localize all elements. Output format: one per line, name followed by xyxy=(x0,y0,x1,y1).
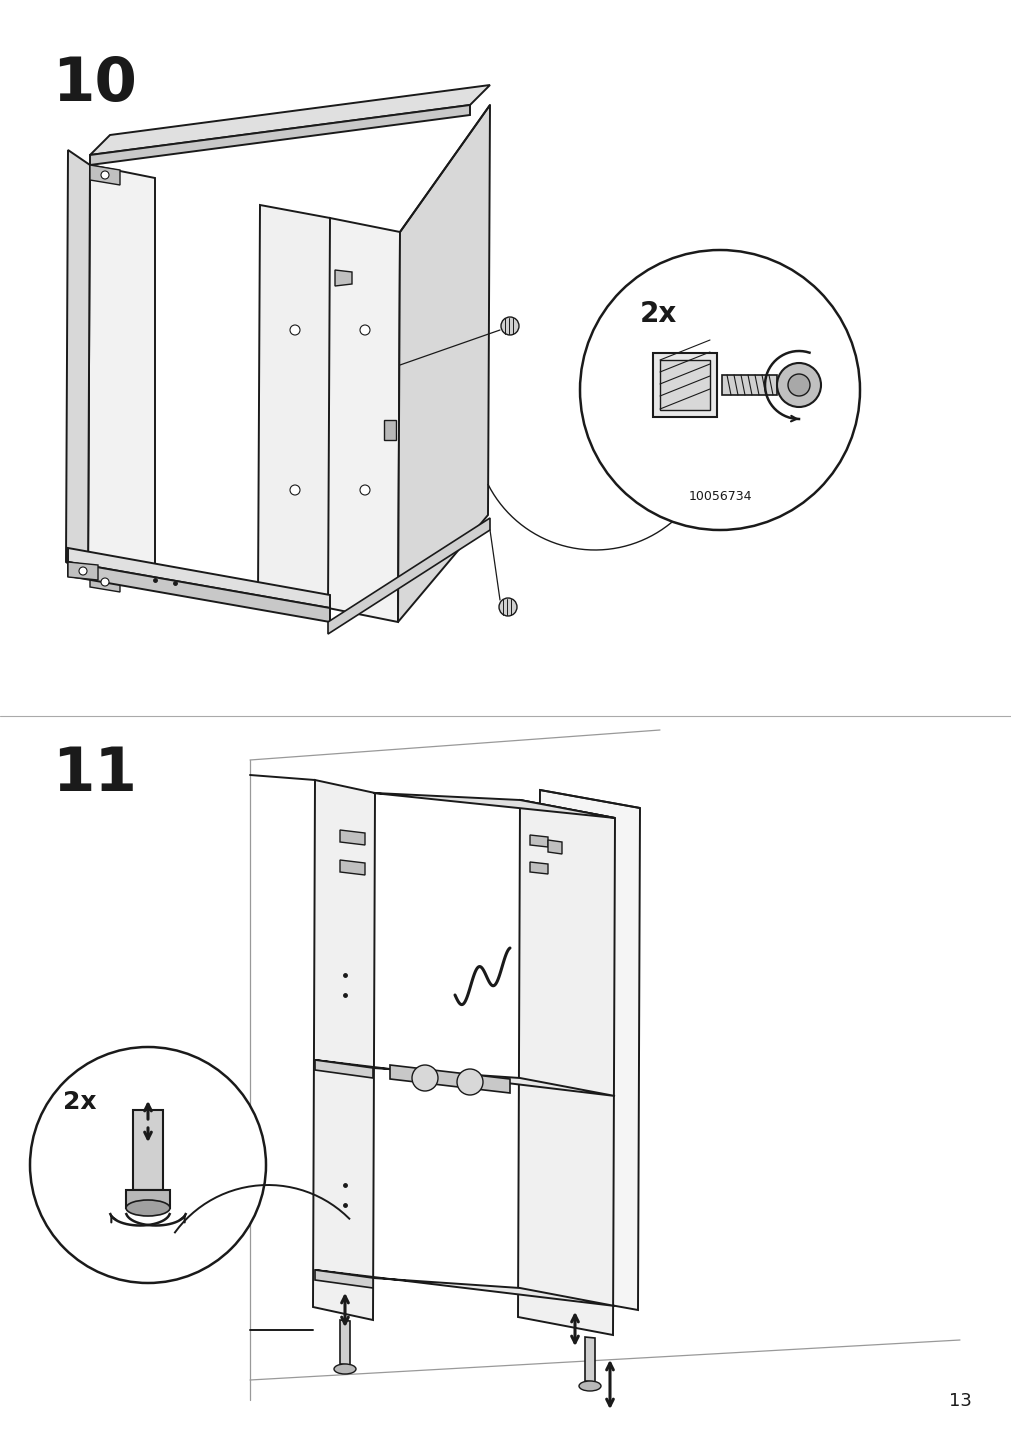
Ellipse shape xyxy=(578,1380,601,1390)
Polygon shape xyxy=(68,561,98,580)
Polygon shape xyxy=(540,790,639,808)
Ellipse shape xyxy=(334,1365,356,1373)
Polygon shape xyxy=(68,548,330,609)
Polygon shape xyxy=(126,1190,170,1209)
Polygon shape xyxy=(373,793,615,818)
Polygon shape xyxy=(538,790,639,1310)
Circle shape xyxy=(290,325,299,335)
Polygon shape xyxy=(518,800,615,1335)
Polygon shape xyxy=(90,165,120,185)
Text: 10: 10 xyxy=(52,54,136,115)
Polygon shape xyxy=(314,1270,373,1287)
Polygon shape xyxy=(312,780,375,1320)
Polygon shape xyxy=(659,359,710,410)
Circle shape xyxy=(579,251,859,530)
Polygon shape xyxy=(530,862,548,874)
Circle shape xyxy=(498,599,517,616)
Polygon shape xyxy=(397,105,489,621)
Polygon shape xyxy=(721,375,776,395)
Polygon shape xyxy=(68,561,330,621)
Circle shape xyxy=(360,485,370,495)
Polygon shape xyxy=(548,841,561,853)
Polygon shape xyxy=(335,271,352,286)
Circle shape xyxy=(101,579,109,586)
Polygon shape xyxy=(258,205,330,610)
Polygon shape xyxy=(314,1060,615,1095)
Polygon shape xyxy=(88,165,155,590)
Polygon shape xyxy=(66,150,90,577)
Polygon shape xyxy=(389,1065,510,1093)
Circle shape xyxy=(101,170,109,179)
Circle shape xyxy=(457,1070,482,1095)
Polygon shape xyxy=(340,1320,350,1365)
Polygon shape xyxy=(90,571,120,591)
Polygon shape xyxy=(520,800,615,818)
Ellipse shape xyxy=(126,1200,170,1216)
Circle shape xyxy=(360,325,370,335)
Polygon shape xyxy=(314,1270,615,1306)
Text: 13: 13 xyxy=(947,1392,971,1411)
Text: 2x: 2x xyxy=(639,299,676,328)
Polygon shape xyxy=(340,831,365,845)
Polygon shape xyxy=(314,1060,373,1078)
Polygon shape xyxy=(383,420,395,440)
Polygon shape xyxy=(328,218,399,621)
Text: 10056734: 10056734 xyxy=(687,490,751,503)
Polygon shape xyxy=(328,518,489,634)
Circle shape xyxy=(788,374,809,397)
Polygon shape xyxy=(340,861,365,875)
Polygon shape xyxy=(90,105,469,165)
Circle shape xyxy=(776,362,820,407)
Circle shape xyxy=(500,316,519,335)
Text: 11: 11 xyxy=(52,745,136,803)
Polygon shape xyxy=(90,84,489,155)
Circle shape xyxy=(30,1047,266,1283)
Polygon shape xyxy=(652,354,716,417)
Circle shape xyxy=(79,567,87,576)
Text: 2x: 2x xyxy=(63,1090,96,1114)
Circle shape xyxy=(290,485,299,495)
Polygon shape xyxy=(584,1337,594,1382)
Polygon shape xyxy=(132,1110,163,1190)
Circle shape xyxy=(411,1065,438,1091)
Polygon shape xyxy=(530,835,548,846)
